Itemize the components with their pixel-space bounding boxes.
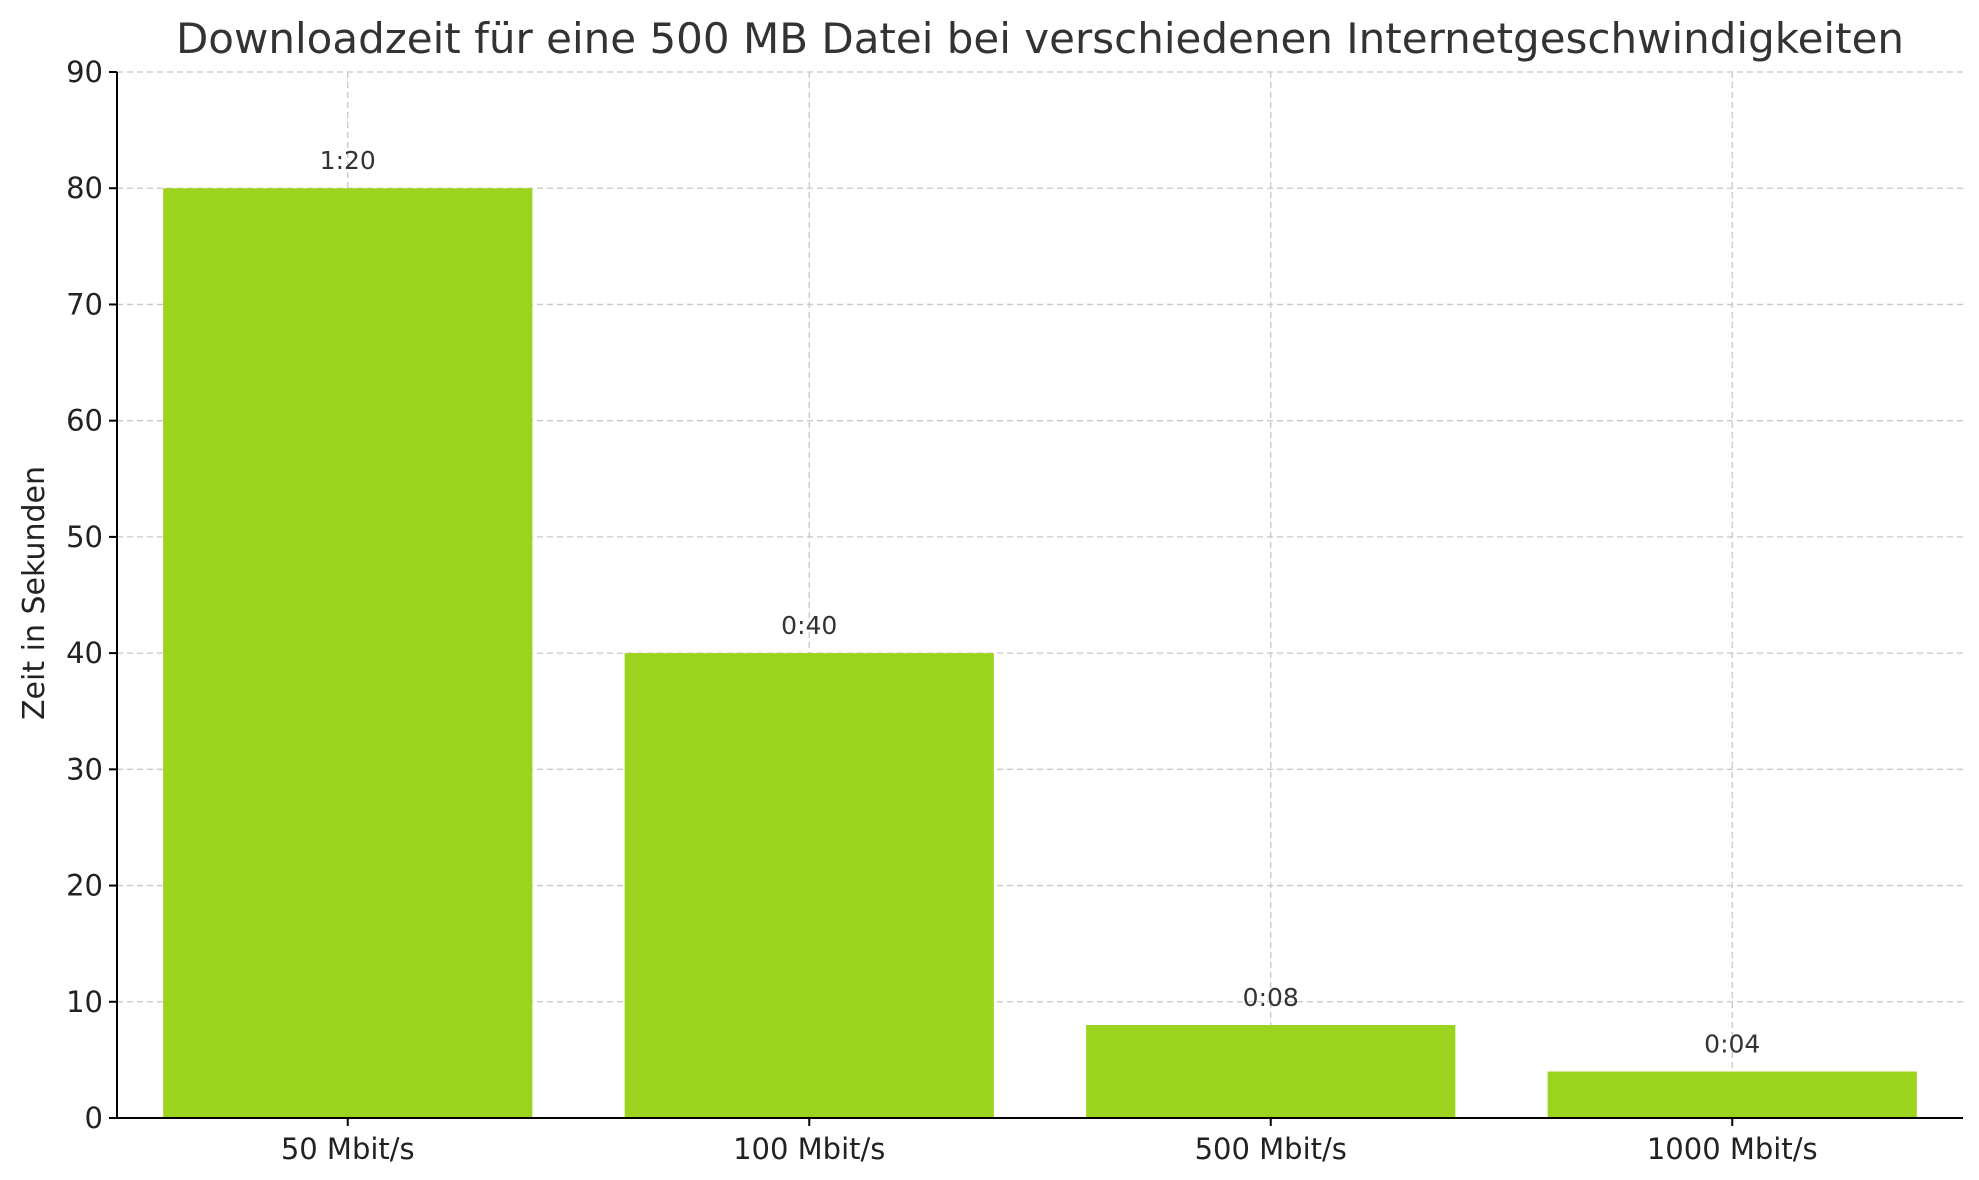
axes: 0 10 20 30 40 50 60 70 80 90 50 Mbit/s 100 Mbit/s 50… xyxy=(66,55,1963,1166)
x-tick-label: 1000 Mbit/s xyxy=(1647,1132,1818,1166)
x-tick-label: 100 Mbit/s xyxy=(733,1132,885,1166)
data-labels: 1:20 0:40 0:08 0:04 xyxy=(320,146,1761,1058)
chart-title: Downloadzeit für eine 500 MB Datei bei v… xyxy=(176,14,1904,63)
bar xyxy=(624,653,994,1118)
y-tick-label: 50 xyxy=(66,520,103,554)
bar-data-label: 0:40 xyxy=(781,611,837,640)
y-tick-label: 90 xyxy=(66,55,103,89)
x-tick-label: 50 Mbit/s xyxy=(281,1132,415,1166)
bar-data-label: 0:04 xyxy=(1704,1030,1760,1059)
bar xyxy=(1547,1071,1917,1118)
y-tick-label: 60 xyxy=(66,404,103,438)
bar xyxy=(1086,1025,1456,1118)
bar xyxy=(163,188,533,1118)
y-tick-label: 70 xyxy=(66,287,103,321)
bar-data-label: 1:20 xyxy=(320,146,376,175)
y-tick-label: 20 xyxy=(66,869,103,903)
bars xyxy=(163,188,1917,1118)
y-tick-label: 0 xyxy=(85,1101,103,1135)
y-tick-label: 10 xyxy=(66,985,103,1019)
y-tick-label: 40 xyxy=(66,636,103,670)
bar-data-label: 0:08 xyxy=(1243,983,1299,1012)
x-tick-label: 500 Mbit/s xyxy=(1195,1132,1347,1166)
y-axis-label: Zeit in Sekunden xyxy=(17,466,52,720)
y-tick-label: 30 xyxy=(66,752,103,786)
y-tick-label: 80 xyxy=(66,171,103,205)
